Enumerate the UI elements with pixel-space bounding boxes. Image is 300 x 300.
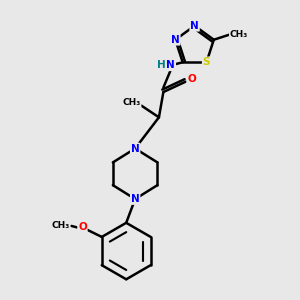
Text: H: H: [157, 60, 165, 70]
Text: CH₃: CH₃: [122, 98, 141, 107]
Text: O: O: [187, 74, 196, 84]
Text: O: O: [78, 222, 87, 233]
Text: S: S: [203, 57, 210, 67]
Text: N: N: [131, 194, 140, 204]
Text: N: N: [171, 35, 180, 45]
Text: N: N: [167, 60, 175, 70]
Text: CH₃: CH₃: [51, 221, 70, 230]
Text: N: N: [190, 21, 199, 31]
Text: N: N: [131, 143, 140, 154]
Text: CH₃: CH₃: [230, 30, 248, 39]
